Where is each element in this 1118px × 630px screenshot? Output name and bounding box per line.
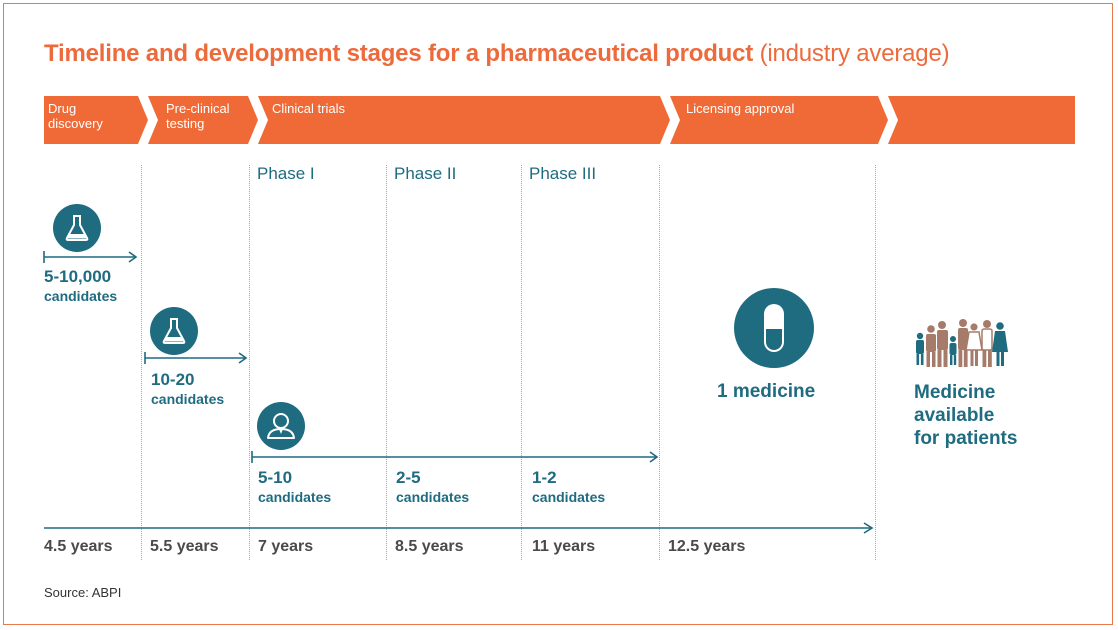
pill-icon	[734, 288, 814, 368]
year-label: 7 years	[258, 538, 314, 555]
candidates-phase-2: 2-5 candidates	[396, 468, 470, 505]
medicine-label: 1 medicine	[717, 381, 816, 402]
year-label: 5.5 years	[150, 538, 219, 555]
flask-icon	[53, 204, 101, 252]
year-label: 8.5 years	[395, 538, 464, 555]
person-icon	[257, 402, 305, 450]
stage-label-drug-discovery: Drug discovery	[48, 101, 103, 131]
stage-label-licensing: Licensing approval	[686, 101, 795, 116]
stage-band	[44, 96, 1075, 144]
divider	[249, 165, 250, 560]
year-label: 12.5 years	[668, 538, 746, 555]
phase-3-label: Phase III	[529, 164, 597, 183]
stage-chevron-end	[888, 96, 1075, 144]
candidates-drug-discovery: 5-10,000 candidates	[44, 267, 118, 304]
candidates-phase-3: 1-2 candidates	[532, 468, 606, 505]
stage-label-preclinical: Pre-clinical testing	[166, 101, 230, 131]
divider	[141, 165, 142, 560]
stage-chevron-preclinical	[148, 96, 258, 144]
year-label: 4.5 years	[44, 538, 113, 555]
title-sub: (industry average)	[759, 40, 950, 67]
diagram-title: Timeline and development stages for a ph…	[44, 40, 950, 68]
candidates-preclinical: 10-20 candidates	[151, 370, 225, 407]
stage-label-clinical: Clinical trials	[272, 101, 345, 116]
diagram-frame	[3, 3, 1113, 625]
divider	[386, 165, 387, 560]
people-icon	[916, 319, 1008, 367]
title-main: Timeline and development stages for a ph…	[44, 40, 754, 67]
year-label: 11 years	[532, 538, 596, 555]
stage-chevron-licensing	[670, 96, 888, 144]
stage-chevron-drug-discovery	[44, 96, 148, 144]
stage-chevron-clinical	[258, 96, 670, 144]
source-note: Source: ABPI	[44, 585, 122, 600]
divider	[521, 165, 522, 560]
candidates-phase-1: 5-10 candidates	[258, 468, 332, 505]
divider	[875, 165, 876, 560]
available-label: Medicine available for patients	[914, 382, 1018, 449]
phase-1-label: Phase I	[257, 164, 315, 183]
divider	[659, 165, 660, 560]
flask-icon	[150, 307, 198, 355]
phase-2-label: Phase II	[394, 164, 457, 183]
